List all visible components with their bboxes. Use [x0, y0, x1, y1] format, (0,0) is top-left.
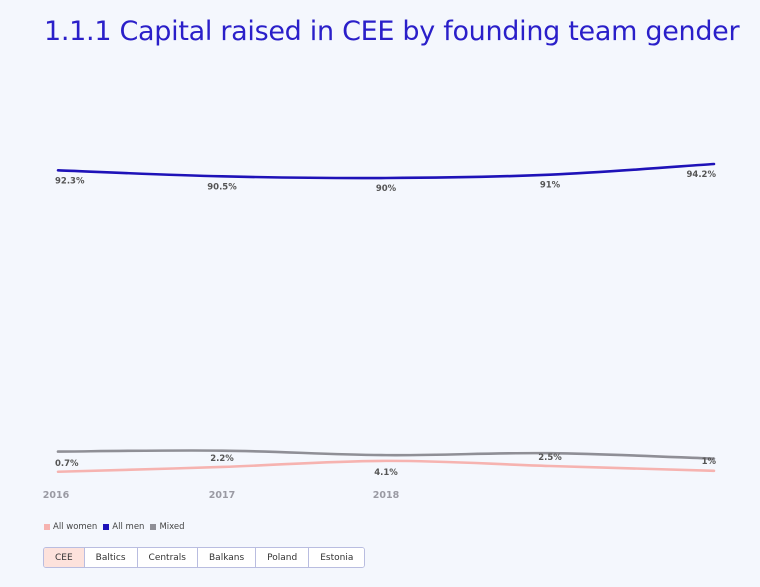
data-label: 91% — [540, 181, 561, 191]
legend-swatch — [44, 524, 50, 530]
x-tick-label: 2017 — [209, 490, 235, 501]
data-label: 90% — [376, 184, 397, 194]
series-line-mixed — [56, 449, 716, 460]
tab-cee[interactable]: CEE — [44, 548, 85, 567]
page-title: 1.1.1 Capital raised in CEE by founding … — [44, 16, 740, 47]
data-label: 90.5% — [207, 182, 237, 192]
tab-estonia[interactable]: Estonia — [309, 548, 365, 567]
x-tick-label: 2018 — [373, 490, 400, 501]
legend-label: All women — [53, 522, 98, 532]
data-label: 2.2% — [210, 454, 234, 464]
tab-baltics[interactable]: Baltics — [84, 548, 138, 567]
data-label: 0.7% — [55, 459, 79, 469]
x-tick-label: 2016 — [43, 490, 70, 501]
tab-centrals[interactable]: Centrals — [137, 548, 198, 567]
data-label: 4.1% — [374, 468, 398, 478]
chart-legend: All women All men Mixed — [44, 522, 185, 532]
tab-poland[interactable]: Poland — [256, 548, 310, 567]
data-label: 2.5% — [538, 453, 562, 463]
data-label: 92.3% — [55, 176, 85, 186]
tab-balkans[interactable]: Balkans — [198, 548, 257, 567]
legend-swatch — [103, 524, 110, 530]
legend-item-mixed[interactable]: Mixed — [150, 522, 185, 532]
legend-swatch — [150, 524, 157, 530]
series-line-all-women — [56, 459, 716, 474]
data-label: 94.2% — [687, 170, 717, 180]
series-line-all-men — [56, 162, 716, 180]
region-tabs: CEE Baltics Centrals Balkans Poland Estonia — [43, 547, 366, 568]
data-label: 1% — [702, 457, 717, 467]
legend-item-all-men[interactable]: All men — [103, 522, 144, 532]
legend-label: All men — [112, 522, 145, 532]
legend-label: Mixed — [159, 522, 185, 532]
legend-item-all-women[interactable]: All women — [44, 522, 97, 532]
